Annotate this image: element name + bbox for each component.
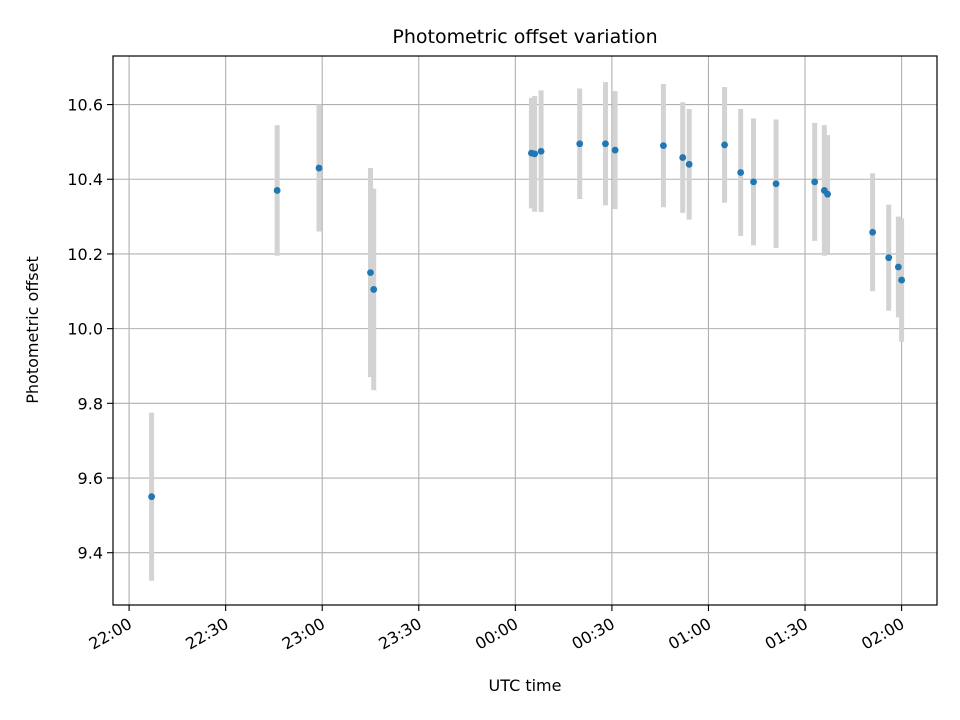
y-axis-ticks: 9.4 9.6 9.8 10.0 10.2 10.4 10.6 [67, 96, 113, 563]
data-points [148, 140, 905, 501]
data-point [273, 187, 281, 194]
data-point [894, 263, 902, 271]
y-tick-label: 10.6 [67, 96, 103, 115]
grid [113, 56, 937, 605]
data-point [531, 150, 539, 158]
plot-area-frame [112, 55, 938, 606]
data-point [315, 164, 323, 172]
data-point [367, 269, 374, 277]
data-point [824, 190, 831, 198]
y-axis-label: Photometric offset [23, 256, 42, 404]
data-point [660, 142, 667, 150]
y-tick-label: 9.8 [78, 394, 103, 413]
data-point [576, 140, 584, 148]
data-point [602, 140, 609, 148]
y-tick-label: 10.4 [67, 170, 103, 189]
data-point [721, 141, 728, 149]
data-point [679, 154, 687, 161]
data-point [869, 228, 877, 236]
data-point [370, 286, 378, 293]
data-point [685, 160, 693, 168]
data-point [750, 178, 757, 186]
data-point [737, 169, 745, 176]
data-point [537, 147, 545, 155]
y-tick-label: 10.0 [67, 320, 103, 339]
y-tick-label: 10.2 [67, 245, 103, 264]
y-tick-label: 9.4 [78, 544, 103, 563]
x-axis-label: UTC time [489, 676, 562, 695]
data-point [772, 180, 780, 188]
y-tick-label: 9.6 [78, 469, 103, 488]
chart-title: Photometric offset variation [392, 26, 657, 48]
data-point [148, 493, 156, 501]
data-point [811, 178, 819, 186]
data-point [898, 276, 905, 284]
data-point [611, 146, 619, 154]
data-point [885, 254, 893, 262]
